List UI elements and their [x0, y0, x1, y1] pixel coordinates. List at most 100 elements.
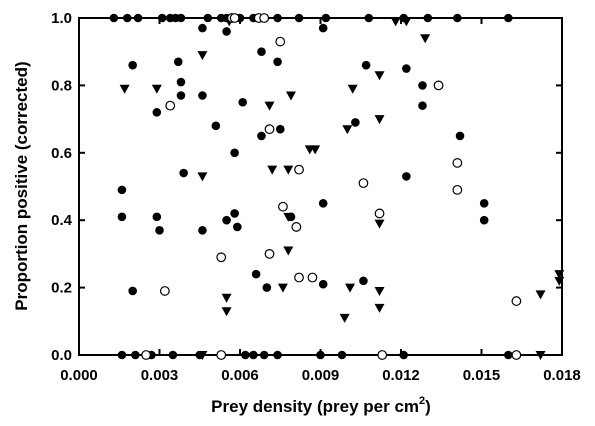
x-tick-label: 0.012 [382, 367, 420, 384]
filled-circle-point [222, 27, 231, 36]
open-circle-point [259, 13, 270, 23]
open-circle-point [452, 184, 463, 195]
open-circle-point [264, 248, 275, 259]
filled-circle-point [152, 212, 162, 222]
open-circle-point [278, 201, 288, 212]
x-tick-label: 0.006 [221, 367, 259, 384]
filled-circle-point [455, 131, 465, 141]
open-circle-point [307, 272, 318, 283]
y-tick-label: 0.2 [51, 280, 72, 297]
triangle-point [554, 270, 565, 280]
triangle-point [342, 125, 353, 135]
filled-circle-point [273, 350, 282, 360]
y-tick-label: 0.4 [51, 212, 73, 229]
filled-circle-point [131, 350, 140, 360]
filled-circle-point [316, 350, 325, 360]
x-tick-label: 0.015 [463, 367, 501, 384]
triangle-point [401, 17, 412, 27]
triangle-point [151, 84, 162, 94]
filled-circle-point [152, 108, 162, 117]
open-circle-point [264, 124, 275, 135]
triangle-point [264, 101, 275, 111]
open-circle-point [165, 100, 176, 111]
y-tick-label: 1.0 [51, 10, 72, 27]
triangle-point [197, 172, 208, 182]
x-tick-label: 0.018 [543, 367, 581, 384]
triangle-point [283, 212, 294, 222]
open-circle-point [141, 350, 151, 360]
open-circle-point [294, 272, 304, 283]
open-circle-point [433, 80, 444, 91]
filled-circle-point [123, 13, 132, 23]
filled-circle-point [318, 199, 328, 208]
open-circle-point [358, 178, 369, 189]
triangle-point [339, 313, 350, 323]
filled-circle-point [337, 350, 347, 360]
open-circle-point [291, 222, 302, 232]
filled-circle-point [275, 124, 285, 134]
filled-circle-point [173, 57, 183, 67]
x-tick-label: 0.000 [60, 367, 98, 384]
triangle-point [347, 84, 358, 94]
open-circle-point [216, 252, 227, 263]
triangle-point [310, 145, 321, 155]
filled-circle-point [230, 209, 239, 218]
filled-circle-point [117, 350, 127, 360]
filled-circle-point [361, 60, 371, 70]
filled-circle-point [259, 350, 269, 360]
filled-circle-point [128, 60, 137, 70]
open-circle-point [294, 164, 304, 175]
filled-circle-point [233, 222, 242, 232]
filled-circle-point [294, 13, 304, 23]
filled-circle-point [251, 269, 261, 279]
open-circle-point [159, 286, 170, 296]
triangle-point [283, 165, 294, 175]
filled-circle-point [504, 13, 513, 23]
filled-circle-point [117, 212, 127, 222]
triangle-point [277, 283, 288, 293]
filled-circle-point [479, 215, 489, 225]
x-tick-label: 0.009 [302, 367, 340, 384]
triangle-point [197, 351, 208, 360]
filled-circle-point [176, 91, 186, 100]
axis-ticks [78, 17, 563, 356]
open-circle-point [511, 296, 522, 306]
triangle-point [374, 71, 385, 81]
filled-circle-point [418, 81, 427, 90]
triangle-point [283, 246, 294, 256]
filled-circle-point [157, 13, 167, 23]
filled-circle-point [262, 283, 272, 292]
filled-circle-point [238, 97, 247, 107]
filled-circle-point [128, 286, 137, 296]
filled-circle-point [176, 13, 186, 23]
filled-circle-point [198, 91, 207, 100]
filled-circle-point [155, 226, 164, 235]
filled-circle-point [168, 350, 178, 360]
filled-circle-point [109, 13, 119, 23]
filled-circle-point [364, 13, 374, 23]
filled-circle-point [399, 350, 408, 360]
triangle-point [535, 290, 546, 300]
filled-circle-point [211, 121, 221, 131]
open-circle-point [374, 208, 385, 219]
triangle-point [390, 17, 401, 27]
filled-circle-point [179, 168, 188, 178]
x-tick-label: 0.003 [141, 367, 179, 384]
y-axis-label: Proportion positive (corrected) [12, 61, 31, 310]
filled-circle-point [273, 57, 282, 67]
triangle-point [285, 91, 296, 101]
filled-circle-point [318, 23, 328, 33]
filled-circle-point [117, 185, 127, 195]
filled-circle-point [198, 226, 207, 235]
y-tick-label: 0.8 [51, 77, 72, 94]
filled-circle-point [423, 13, 433, 23]
filled-circle-point [257, 47, 266, 56]
plot-frame [78, 17, 563, 356]
tick-labels: 0.000 0.003 0.006 0.009 0.012 0.015 0.018 0.0 0.… [51, 10, 581, 384]
data-points [109, 13, 565, 360]
open-circle-point [452, 158, 463, 168]
triangle-point [374, 219, 385, 229]
triangle-point [374, 286, 385, 296]
triangle-point [554, 276, 565, 286]
